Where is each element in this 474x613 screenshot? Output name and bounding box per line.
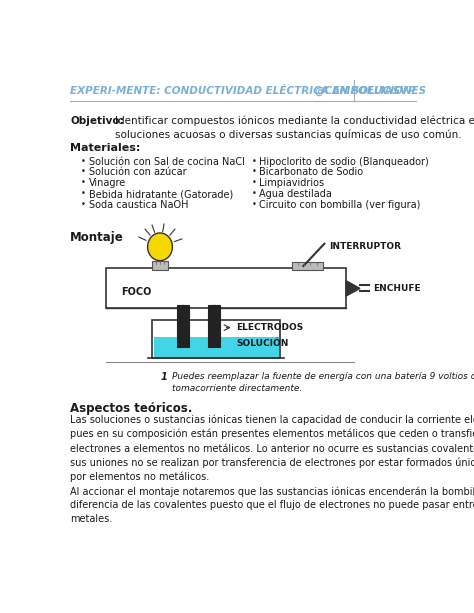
- Text: •: •: [81, 200, 86, 209]
- Bar: [152, 320, 280, 359]
- Text: Circuito con bombilla (ver figura): Circuito con bombilla (ver figura): [259, 200, 420, 210]
- Text: •: •: [251, 189, 256, 198]
- Text: INTERRUPTOR: INTERRUPTOR: [329, 242, 401, 251]
- Bar: [208, 305, 220, 347]
- Text: •: •: [81, 178, 86, 188]
- Text: •: •: [81, 157, 86, 166]
- Text: ELECTRODOS: ELECTRODOS: [236, 323, 303, 332]
- Text: Identificar compuestos iónicos mediante la conductividad eléctrica en
soluciones: Identificar compuestos iónicos mediante …: [115, 116, 474, 140]
- Text: Bicarbonato de Sodio: Bicarbonato de Sodio: [259, 167, 364, 178]
- Text: Las soluciones o sustancias iónicas tienen la capacidad de conducir la corriente: Las soluciones o sustancias iónicas tien…: [70, 414, 474, 524]
- Bar: [152, 261, 168, 270]
- Bar: [177, 305, 190, 347]
- Text: FOCO: FOCO: [121, 287, 152, 297]
- Text: •: •: [81, 167, 86, 177]
- Text: Solución con azúcar: Solución con azúcar: [89, 167, 186, 178]
- Text: Objetivo:: Objetivo:: [70, 116, 124, 126]
- Text: Puedes reemplazar la fuente de energía con una batería 9 voltios o enchufar a un: Puedes reemplazar la fuente de energía c…: [172, 372, 474, 393]
- Text: •: •: [251, 200, 256, 209]
- Polygon shape: [346, 281, 360, 296]
- Text: •: •: [251, 157, 256, 166]
- Ellipse shape: [147, 233, 173, 261]
- Text: Limpiavidrios: Limpiavidrios: [259, 178, 324, 188]
- Text: Hipoclorito de sodio (Blanqueador): Hipoclorito de sodio (Blanqueador): [259, 157, 429, 167]
- Bar: [292, 262, 323, 270]
- Text: Solución con Sal de cocina NaCl: Solución con Sal de cocina NaCl: [89, 157, 245, 167]
- Text: Agua destilada: Agua destilada: [259, 189, 332, 199]
- Text: Montaje: Montaje: [70, 232, 124, 245]
- Text: •: •: [251, 167, 256, 177]
- Text: Materiales:: Materiales:: [70, 143, 140, 153]
- Text: •: •: [251, 178, 256, 188]
- Text: @CAMPOELIASVP: @CAMPOELIASVP: [314, 85, 416, 96]
- Text: Bebida hidratante (Gatorade): Bebida hidratante (Gatorade): [89, 189, 233, 199]
- Text: SOLUCIÓN: SOLUCIÓN: [236, 338, 288, 348]
- Text: 1: 1: [161, 372, 167, 383]
- Bar: [106, 268, 346, 308]
- Text: Soda caustica NaOH: Soda caustica NaOH: [89, 200, 188, 210]
- Text: EXPERI-MENTE: CONDUCTIVIDAD ELÉCTRICA EN SOLUCIONES: EXPERI-MENTE: CONDUCTIVIDAD ELÉCTRICA EN…: [70, 85, 426, 96]
- Text: Vinagre: Vinagre: [89, 178, 126, 188]
- Text: •: •: [81, 189, 86, 198]
- Text: Aspectos teóricos.: Aspectos teóricos.: [70, 402, 192, 414]
- Text: ENCHUFE: ENCHUFE: [373, 284, 421, 293]
- Bar: [154, 337, 279, 357]
